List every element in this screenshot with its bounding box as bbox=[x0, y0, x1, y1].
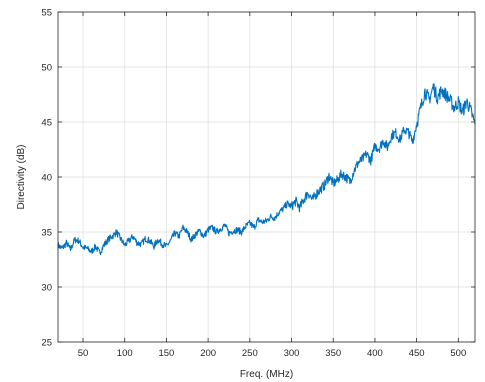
series-line bbox=[57, 83, 476, 256]
x-tick-label: 200 bbox=[200, 348, 216, 359]
y-tick-label: 50 bbox=[41, 63, 52, 74]
x-tick-labels: 50 100 150 200 250 300 350 400 450 500 bbox=[78, 348, 467, 359]
x-axis-label: Freq. (MHz) bbox=[240, 369, 293, 380]
x-tick-label: 300 bbox=[284, 348, 300, 359]
grid-lines bbox=[58, 11, 475, 343]
x-tick-label: 100 bbox=[117, 348, 133, 359]
series-layer bbox=[57, 83, 476, 256]
x-tick-label: 150 bbox=[158, 348, 174, 359]
x-tick-label: 250 bbox=[242, 348, 258, 359]
y-tick-labels: 25 30 35 40 45 50 55 bbox=[41, 8, 52, 349]
x-tick-label: 500 bbox=[450, 348, 466, 359]
y-tick-label: 25 bbox=[41, 338, 52, 349]
y-tick-label: 55 bbox=[41, 8, 52, 19]
x-tick-label: 350 bbox=[325, 348, 341, 359]
x-tick-label: 450 bbox=[409, 348, 425, 359]
y-tick-label: 30 bbox=[41, 283, 52, 294]
x-tick-label: 50 bbox=[78, 348, 89, 359]
y-axis-label: Directivity (dB) bbox=[16, 144, 27, 209]
x-tick-label: 400 bbox=[367, 348, 383, 359]
y-tick-label: 40 bbox=[41, 173, 52, 184]
tick-marks bbox=[58, 11, 475, 343]
y-tick-label: 45 bbox=[41, 118, 52, 129]
y-tick-label: 35 bbox=[41, 228, 52, 239]
